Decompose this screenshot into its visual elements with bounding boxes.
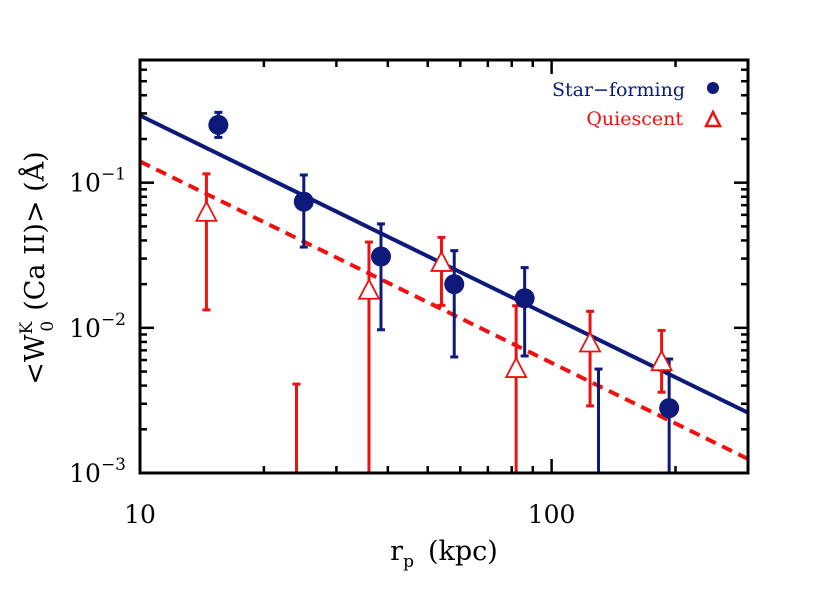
y-tick-label: 10−2 [69,310,126,343]
y-tick-label: 10−3 [69,455,126,488]
data-point-star-forming [659,398,680,419]
x-axis-title: rp (kpc) [390,536,498,572]
data-point-star-forming [293,191,314,212]
legend-label-quiescent: Quiescent [586,108,683,130]
x-tick-label: 100 [528,500,576,529]
y-tick-label: 10−1 [69,165,126,198]
data-point-star-forming [444,274,465,295]
legend: Star−forming Quiescent [552,79,723,130]
data-point-quiescent [194,199,218,222]
data-point-quiescent [429,249,453,272]
y-axis-title: <WK0(Ca II)> (Å) [17,151,58,384]
data-point-quiescent [650,349,674,372]
data-point-quiescent [357,277,381,300]
data-point-quiescent [504,356,528,378]
fit-line-quiescent [140,159,748,461]
data-point-quiescent [578,330,602,353]
x-tick-label: 10 [124,500,156,529]
legend-marker-quiescent [703,109,723,128]
legend-label-star-forming: Star−forming [552,79,685,101]
data-point-star-forming [208,114,229,135]
legend-marker-star-forming [707,82,719,94]
plot-frame [138,58,750,475]
data-point-star-forming [514,288,535,309]
data-point-star-forming [370,246,391,267]
